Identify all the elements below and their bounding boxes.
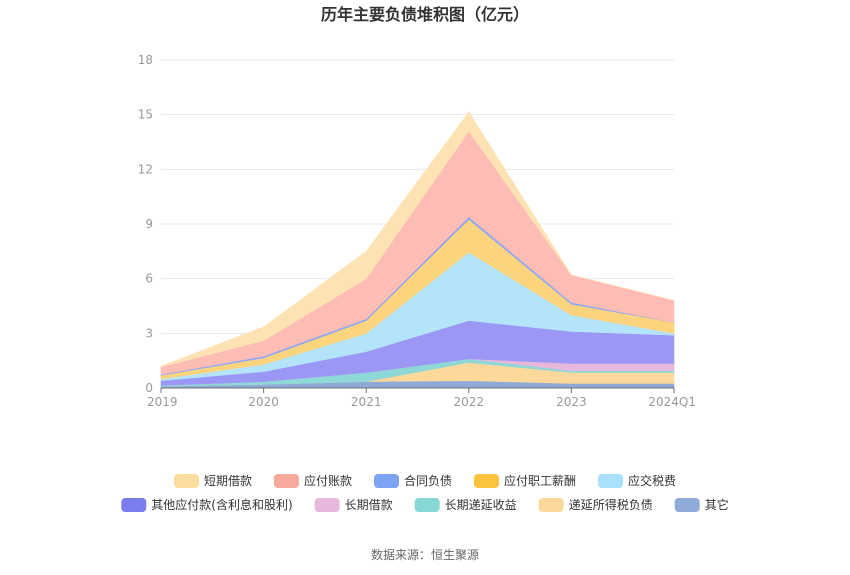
- y-tick-label: 6: [145, 272, 153, 286]
- y-tick-label: 0: [145, 381, 153, 395]
- legend-swatch: [173, 474, 199, 488]
- y-tick-label: 18: [138, 53, 153, 67]
- y-tick-label: 15: [138, 108, 153, 122]
- legend-label: 合同负债: [404, 473, 452, 488]
- x-tick-label: 2019: [147, 395, 178, 409]
- area-短期借款: [160, 111, 675, 368]
- x-tick-label: 2021: [351, 395, 382, 409]
- legend-swatch: [474, 474, 500, 488]
- area-series: [160, 111, 675, 389]
- x-tick-label: 2024Q1: [648, 395, 696, 409]
- legend-label: 短期借款: [204, 474, 252, 488]
- y-tick-label: 9: [145, 217, 153, 231]
- legend-label: 其它: [705, 497, 729, 512]
- legend-label: 长期递延收益: [445, 498, 517, 512]
- y-tick-label: 3: [145, 326, 153, 340]
- legend-swatch: [314, 498, 340, 512]
- legend-label: 长期借款: [345, 498, 393, 512]
- x-tick-label: 2023: [556, 395, 587, 409]
- source-note: 数据来源：恒生聚源: [371, 547, 479, 562]
- legend-swatch: [273, 474, 299, 488]
- legend-swatch: [373, 474, 399, 488]
- x-tick-label: 2022: [454, 395, 485, 409]
- legend-label: 其他应付款(含利息和股利): [151, 497, 292, 512]
- legend-swatch: [598, 474, 624, 488]
- legend-swatch: [538, 498, 564, 512]
- legend-swatch: [414, 498, 440, 512]
- axes: 0 3 6 9 12 15 18 2019 2020 2021 2022 2023 2024Q1: [138, 53, 696, 409]
- y-tick-label: 12: [138, 162, 153, 176]
- chart-title: 历年主要负债堆积图（亿元）: [321, 5, 529, 24]
- legend-swatch: [121, 498, 147, 512]
- legend-label: 应交税费: [628, 473, 676, 488]
- legend-label: 应付职工薪酬: [504, 473, 576, 488]
- x-tick-label: 2020: [248, 395, 279, 409]
- legend-label: 应付账款: [304, 473, 352, 488]
- legend-swatch: [674, 498, 700, 512]
- legend-label: 递延所得税负债: [569, 497, 653, 512]
